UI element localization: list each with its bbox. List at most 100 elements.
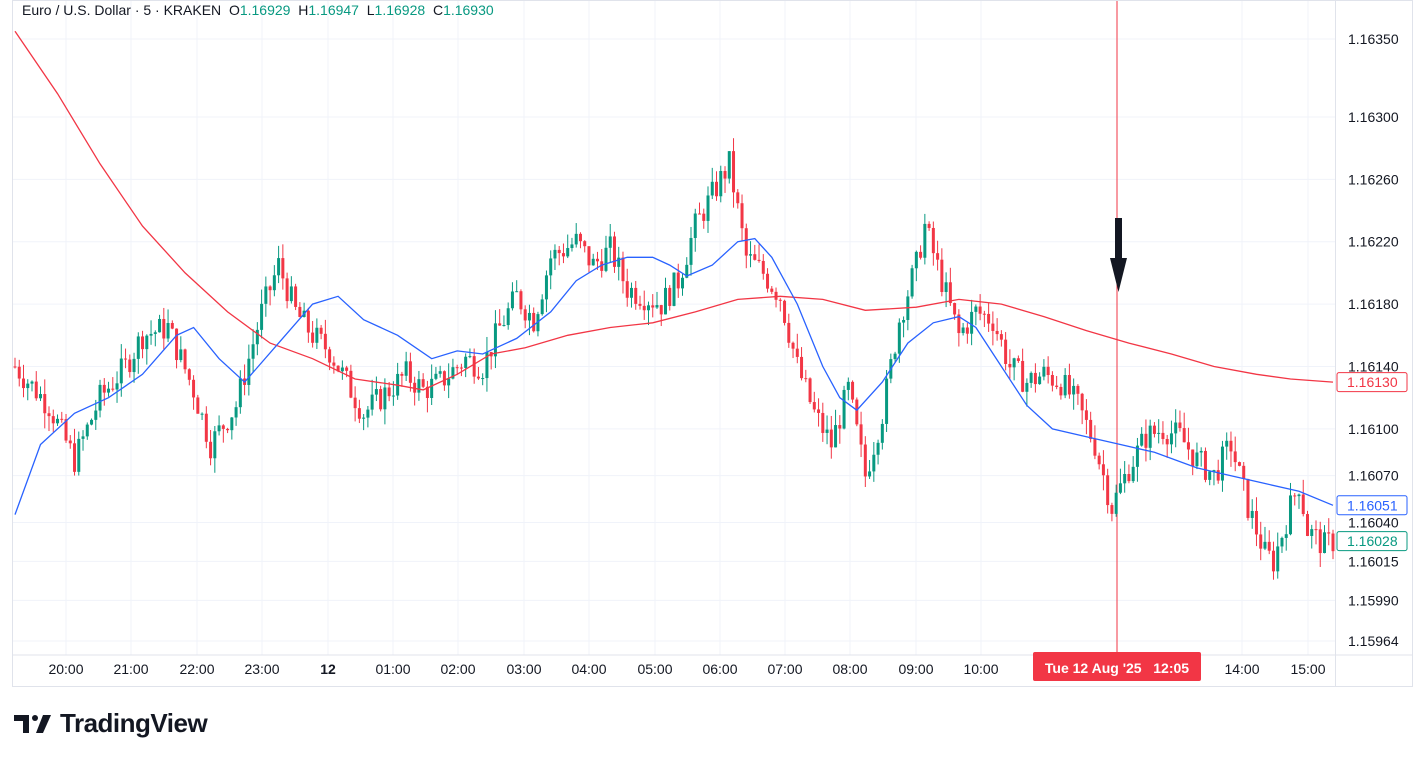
candle-body <box>400 373 404 376</box>
candle-body <box>957 314 961 334</box>
candle-body <box>914 251 918 269</box>
candle-body <box>319 327 323 334</box>
candle-body <box>451 367 455 379</box>
candle-body <box>880 423 884 443</box>
candle-body <box>430 378 434 398</box>
candle-body <box>655 305 659 308</box>
x-tick-label: 08:00 <box>832 661 867 677</box>
candle-body <box>22 378 26 389</box>
candle-body <box>774 291 778 300</box>
candle-body <box>1233 451 1237 463</box>
candle-body <box>1123 473 1127 484</box>
price-badge-last-value: 1.16028 <box>1347 533 1398 549</box>
candle-body <box>642 305 646 311</box>
candle-body <box>693 213 697 238</box>
x-tick-label: 03:00 <box>506 661 541 677</box>
candle-body <box>323 333 327 350</box>
candle-body <box>1093 438 1097 456</box>
candle-body <box>1322 532 1326 554</box>
candle-body <box>829 429 833 448</box>
candle-body <box>766 273 770 289</box>
candle-body <box>515 291 519 293</box>
candle-body <box>732 151 736 193</box>
candle-body <box>855 399 859 425</box>
candle-body <box>727 151 731 179</box>
price-axis[interactable]: 1.16350 1.16300 1.16260 1.16220 1.16180 1.161… <box>1348 31 1399 649</box>
candle-body <box>863 444 867 477</box>
candle-body <box>209 441 213 459</box>
candle-body <box>753 254 757 260</box>
candle-body <box>459 367 463 369</box>
candle-body <box>408 361 412 383</box>
candle-body <box>1097 455 1101 465</box>
candle-body <box>681 277 685 289</box>
candle-body <box>995 330 999 335</box>
candle-body <box>268 286 272 291</box>
candle-body <box>991 323 995 331</box>
candle-body <box>47 413 51 417</box>
candle-body <box>94 410 98 420</box>
candle-body <box>1267 541 1271 551</box>
x-tick-label: 05:00 <box>637 661 672 677</box>
candle-body <box>417 379 421 393</box>
candle-body <box>1208 471 1212 480</box>
candle-body <box>30 381 34 384</box>
candle-body <box>982 313 986 315</box>
candle-body <box>68 440 72 444</box>
candle-body <box>838 425 842 429</box>
candle-body <box>277 258 281 276</box>
candle-body <box>519 291 523 310</box>
candle-body <box>294 286 298 307</box>
ma-fast-line <box>14 237 1334 515</box>
candle-body <box>187 369 191 380</box>
chart-frame <box>12 0 1413 687</box>
candle-body <box>974 306 978 312</box>
candle-body <box>706 195 710 221</box>
candle-body <box>859 424 863 445</box>
candle-body <box>893 353 897 360</box>
candle-body <box>1318 529 1322 554</box>
candle-body <box>366 409 370 418</box>
candle-body <box>817 409 821 413</box>
candle-body <box>1127 473 1131 482</box>
candle-body <box>336 365 340 372</box>
candle-body <box>1203 450 1207 480</box>
candle-body <box>162 318 166 339</box>
candle-body <box>1110 505 1114 514</box>
candle-body <box>1254 510 1258 535</box>
candle-body <box>425 386 429 398</box>
candle-body <box>447 378 451 386</box>
y-tick-label: 1.15990 <box>1348 592 1399 608</box>
candle-body <box>132 358 136 373</box>
candle-body <box>800 356 804 379</box>
time-axis[interactable]: 20:00 21:00 22:00 23:00 12 01:00 02:00 03:00 04:… <box>48 661 1325 677</box>
candle-body <box>234 407 238 418</box>
candle-body <box>434 373 438 379</box>
candle-body <box>1242 465 1246 479</box>
candle-body <box>1148 425 1152 448</box>
tradingview-logo[interactable]: TradingView <box>14 708 208 739</box>
pane-border <box>12 0 1413 687</box>
candle-body <box>39 394 43 399</box>
candle-body <box>1114 492 1118 514</box>
tradingview-logo-icon <box>14 714 51 733</box>
candle-body <box>1314 529 1318 531</box>
candle-body <box>740 203 744 229</box>
candle-body <box>927 223 931 228</box>
candle-body <box>532 312 536 332</box>
candle-body <box>298 306 302 317</box>
x-tick-label: 14:00 <box>1224 661 1259 677</box>
candle-body <box>1191 449 1195 467</box>
candle-body <box>1063 375 1067 396</box>
candle-body <box>26 383 30 389</box>
x-tick-label: 07:00 <box>767 661 802 677</box>
candle-body <box>119 358 123 384</box>
candle-body <box>238 378 242 408</box>
candle-body <box>1055 385 1059 387</box>
candle-body <box>387 387 391 397</box>
symbol-title[interactable]: Euro / U.S. Dollar · 5 · KRAKEN <box>22 2 222 18</box>
candle-body <box>561 253 565 257</box>
candle-body <box>170 322 174 329</box>
candle-body <box>1284 534 1288 538</box>
